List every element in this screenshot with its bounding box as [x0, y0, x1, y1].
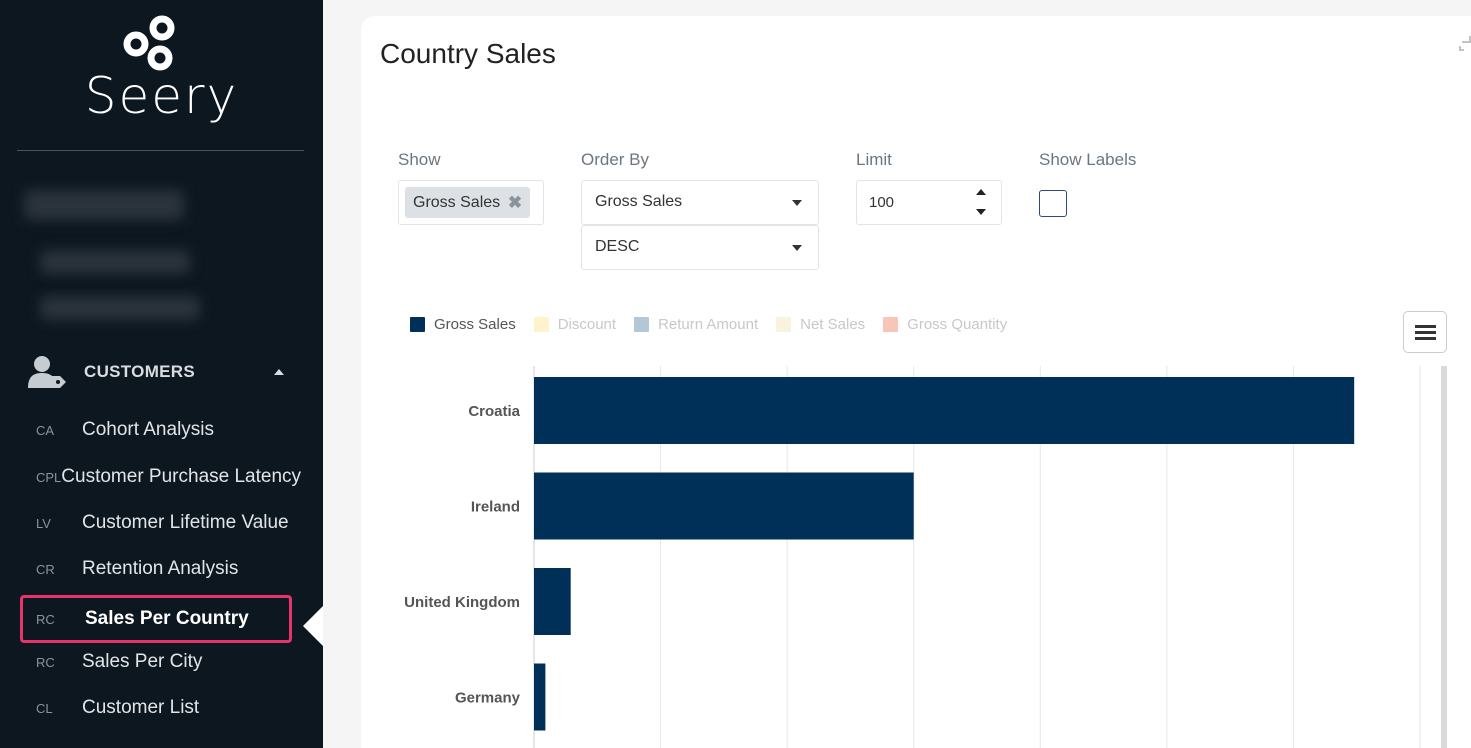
legend-label: Return Amount	[658, 315, 759, 333]
category-label: Ireland	[471, 499, 520, 516]
legend-item[interactable]: Gross Quantity	[883, 316, 1007, 333]
legend-label: Gross Quantity	[907, 315, 1008, 333]
sidebar-item-abbr: LV	[36, 515, 51, 531]
sidebar-item-label: Cohort Analysis	[82, 419, 215, 440]
chevron-down-icon	[792, 245, 802, 251]
order-direction-value: DESC	[595, 238, 640, 255]
legend-item[interactable]: Discount	[533, 315, 617, 333]
legend-swatch	[634, 316, 650, 332]
show-labels-label: Show Labels	[1039, 150, 1137, 169]
remove-chip-icon[interactable]: ✖	[507, 193, 523, 212]
sidebar-item-customer-purchase-latency[interactable]: CPL Customer Purchase Latency	[20, 455, 301, 499]
redacted-item	[40, 296, 200, 320]
legend-swatch	[776, 316, 792, 332]
sidebar-item-label: Customer List	[82, 697, 200, 718]
sidebar-item-customer-list[interactable]: CL Customer List	[20, 686, 292, 730]
sidebar: Seery CUSTOMERS CA Cohort Analysis CPL C…	[0, 0, 323, 748]
decrement-icon[interactable]	[976, 209, 986, 215]
sidebar-item-label: Sales Per City	[82, 651, 203, 672]
expand-icon[interactable]	[1458, 36, 1471, 56]
show-chip[interactable]: Gross Sales ✖	[405, 187, 531, 218]
legend-label: Net Sales	[800, 315, 866, 333]
limit-label: Limit	[856, 150, 892, 169]
sidebar-item-retention-analysis[interactable]: CR Retention Analysis	[20, 547, 292, 591]
category-label: Germany	[455, 690, 521, 707]
order-direction-select[interactable]: DESC	[581, 225, 819, 270]
sidebar-item-sales-per-country[interactable]: RC Sales Per Country	[20, 595, 292, 643]
sidebar-item-abbr: CR	[36, 561, 55, 577]
bar[interactable]	[534, 568, 571, 635]
sidebar-item-label: Sales Per Country	[85, 608, 249, 629]
limit-input[interactable]: 100	[856, 180, 1002, 225]
sidebar-item-customer-lifetime-value[interactable]: LV Customer Lifetime Value	[20, 501, 292, 545]
customers-icon	[28, 354, 68, 390]
category-label: Croatia	[468, 403, 520, 420]
sidebar-item-cohort-analysis[interactable]: CA Cohort Analysis	[20, 408, 292, 452]
redacted-item	[40, 250, 190, 274]
sidebar-item-abbr: CL	[36, 700, 53, 716]
menu-line	[1415, 325, 1436, 328]
legend-item[interactable]: Net Sales	[776, 316, 865, 333]
page-title: Country Sales	[380, 38, 556, 69]
order-by-label: Order By	[581, 150, 650, 169]
legend-label: Gross Sales	[434, 315, 516, 333]
seery-logo-icon	[123, 15, 175, 71]
chart-legend: Gross Sales Discount Return Amount Net Sale…	[410, 314, 1025, 334]
show-multiselect[interactable]: Gross Sales ✖	[398, 180, 544, 225]
sidebar-item-abbr: RC	[36, 611, 55, 627]
show-chip-label: Gross Sales	[413, 194, 501, 211]
increment-icon[interactable]	[976, 189, 986, 195]
sidebar-item-label: Retention Analysis	[82, 558, 239, 579]
legend-swatch	[533, 316, 549, 332]
order-by-field-select[interactable]: Gross Sales	[581, 180, 819, 225]
redacted-item	[24, 190, 184, 220]
show-label: Show	[398, 150, 441, 169]
order-by-field-value: Gross Sales	[595, 193, 683, 210]
sidebar-item-abbr: CPL	[36, 469, 62, 485]
sidebar-divider	[17, 150, 304, 151]
section-customers[interactable]: CUSTOMERS	[28, 352, 298, 392]
logo[interactable]: Seery	[0, 10, 323, 130]
section-label: CUSTOMERS	[84, 362, 196, 381]
menu-line	[1415, 337, 1436, 340]
bar[interactable]	[534, 663, 546, 731]
chart-menu-button[interactable]	[1403, 311, 1447, 353]
limit-value: 100	[869, 194, 895, 211]
caret-up-icon	[274, 369, 284, 375]
legend-label: Discount	[557, 315, 617, 333]
sidebar-item-abbr: CA	[36, 422, 55, 438]
legend-swatch	[883, 316, 899, 332]
bar[interactable]	[534, 472, 914, 540]
active-pointer	[303, 606, 323, 646]
legend-item[interactable]: Return Amount	[634, 316, 758, 333]
chart-scrollbar[interactable]	[1441, 366, 1447, 748]
sidebar-item-sales-per-city[interactable]: RC Sales Per City	[20, 640, 292, 684]
logo-text: Seery	[84, 67, 239, 125]
category-label: United Kingdom	[404, 594, 520, 611]
bar[interactable]	[534, 377, 1355, 444]
sidebar-item-abbr: RC	[36, 654, 55, 670]
chevron-down-icon	[792, 200, 802, 206]
legend-swatch	[410, 316, 425, 332]
sidebar-item-label: Customer Lifetime Value	[82, 512, 289, 533]
show-labels-checkbox[interactable]	[1039, 190, 1067, 217]
bar-chart: Croatia Ireland United Kingdom Germany	[404, 366, 1421, 748]
legend-item[interactable]: Gross Sales	[410, 316, 516, 333]
sidebar-item-label: Customer Purchase Latency	[61, 466, 302, 487]
menu-line	[1415, 331, 1436, 334]
